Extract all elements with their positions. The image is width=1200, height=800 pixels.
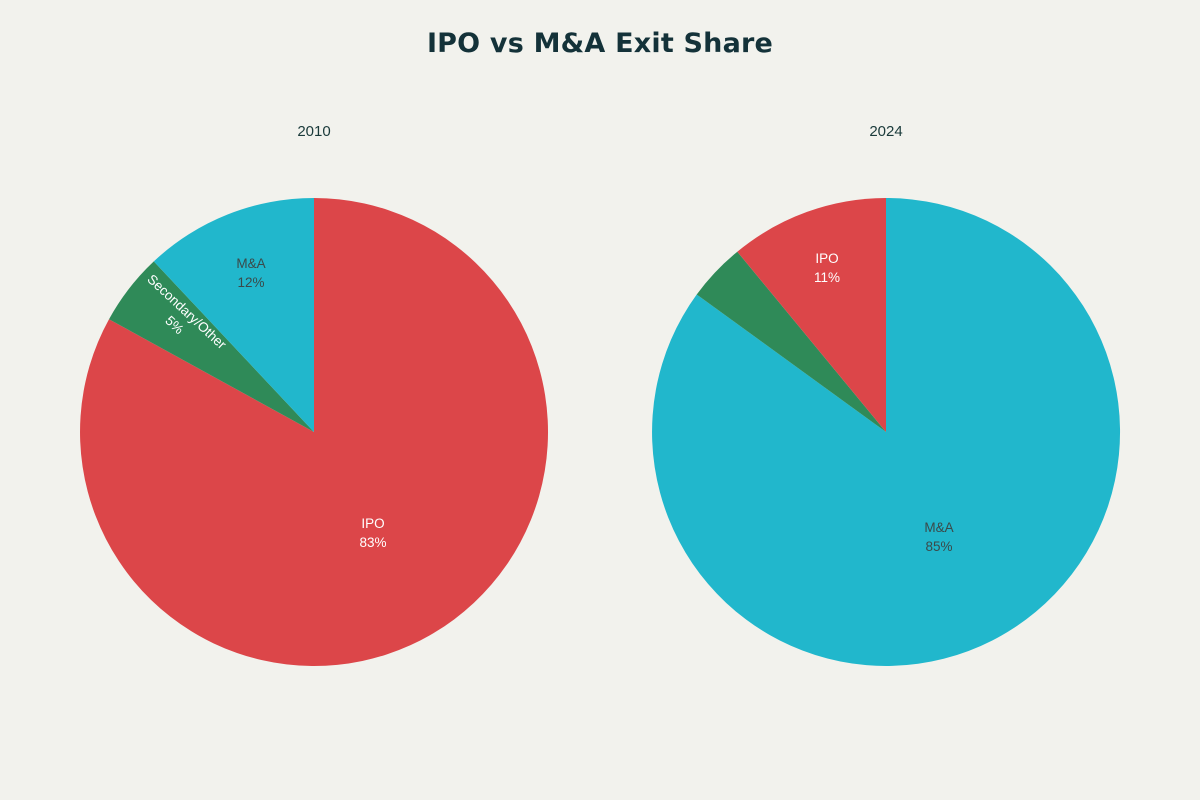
label-ipo-pct-2010: 83% xyxy=(359,535,386,550)
slice-secondary-2010[interactable] xyxy=(109,261,314,432)
slice-secondary-2024[interactable] xyxy=(696,251,886,432)
pie-2024: IPO 11% M&A 85% xyxy=(652,198,1121,667)
pie-2010: M&A 12% Secondary/Other 5% IPO 83% xyxy=(80,197,549,666)
label-ma-2010: M&A xyxy=(236,256,265,271)
label-ma-pct-2010: 12% xyxy=(237,275,264,290)
chart-title: IPO vs M&A Exit Share xyxy=(426,28,774,59)
slice-ipo-2010[interactable] xyxy=(80,198,549,666)
label-ipo-2024: IPO xyxy=(815,251,838,266)
label-ma-2024: M&A xyxy=(924,520,953,535)
pie-title-2024: 2024 xyxy=(869,123,903,140)
label-ipo-2010: IPO xyxy=(361,516,384,531)
slice-ma-2024[interactable] xyxy=(652,198,1121,667)
slice-ipo-2024[interactable] xyxy=(737,198,886,432)
label-ma-pct-2024: 85% xyxy=(925,539,952,554)
label-ipo-pct-2024: 11% xyxy=(814,270,840,285)
slice-ma-2010[interactable] xyxy=(153,197,314,432)
pie-title-2010: 2010 xyxy=(297,123,331,140)
